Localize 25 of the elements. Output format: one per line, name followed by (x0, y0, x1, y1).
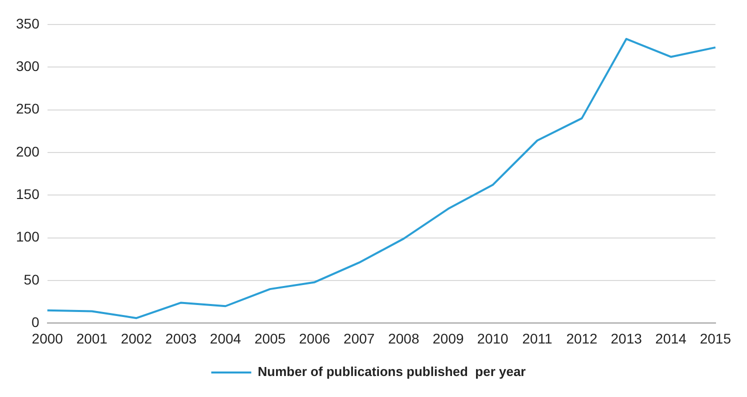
x-tick-label: 2007 (344, 330, 375, 346)
legend-label: Number of publications published per year (258, 364, 526, 380)
x-tick-label: 2003 (165, 330, 197, 346)
x-tick-label: 2004 (210, 330, 242, 346)
x-tick-label: 2015 (700, 330, 732, 346)
x-tick-label: 2013 (610, 330, 642, 346)
x-tick-label: 2006 (299, 330, 330, 346)
x-tick-label: 2002 (120, 330, 152, 346)
x-tick-label: 2014 (655, 330, 687, 346)
x-tick-label: 2009 (432, 330, 464, 346)
x-tick-label: 2010 (477, 330, 509, 346)
x-tick-label: 2005 (254, 330, 286, 346)
y-tick-label: 300 (16, 58, 40, 74)
y-tick-label: 350 (16, 15, 40, 32)
y-tick-label: 200 (16, 143, 40, 160)
y-tick-label: 100 (16, 228, 40, 245)
x-tick-label: 2000 (32, 330, 64, 346)
y-tick-label: 0 (32, 314, 40, 330)
x-tick-label: 2011 (522, 330, 553, 346)
y-tick-label: 50 (24, 271, 40, 288)
x-tick-label: 2001 (76, 330, 108, 346)
y-tick-label: 250 (16, 100, 40, 117)
x-tick-label: 2012 (566, 330, 598, 346)
x-tick-label: 2008 (388, 330, 420, 346)
y-tick-label: 150 (16, 186, 40, 202)
